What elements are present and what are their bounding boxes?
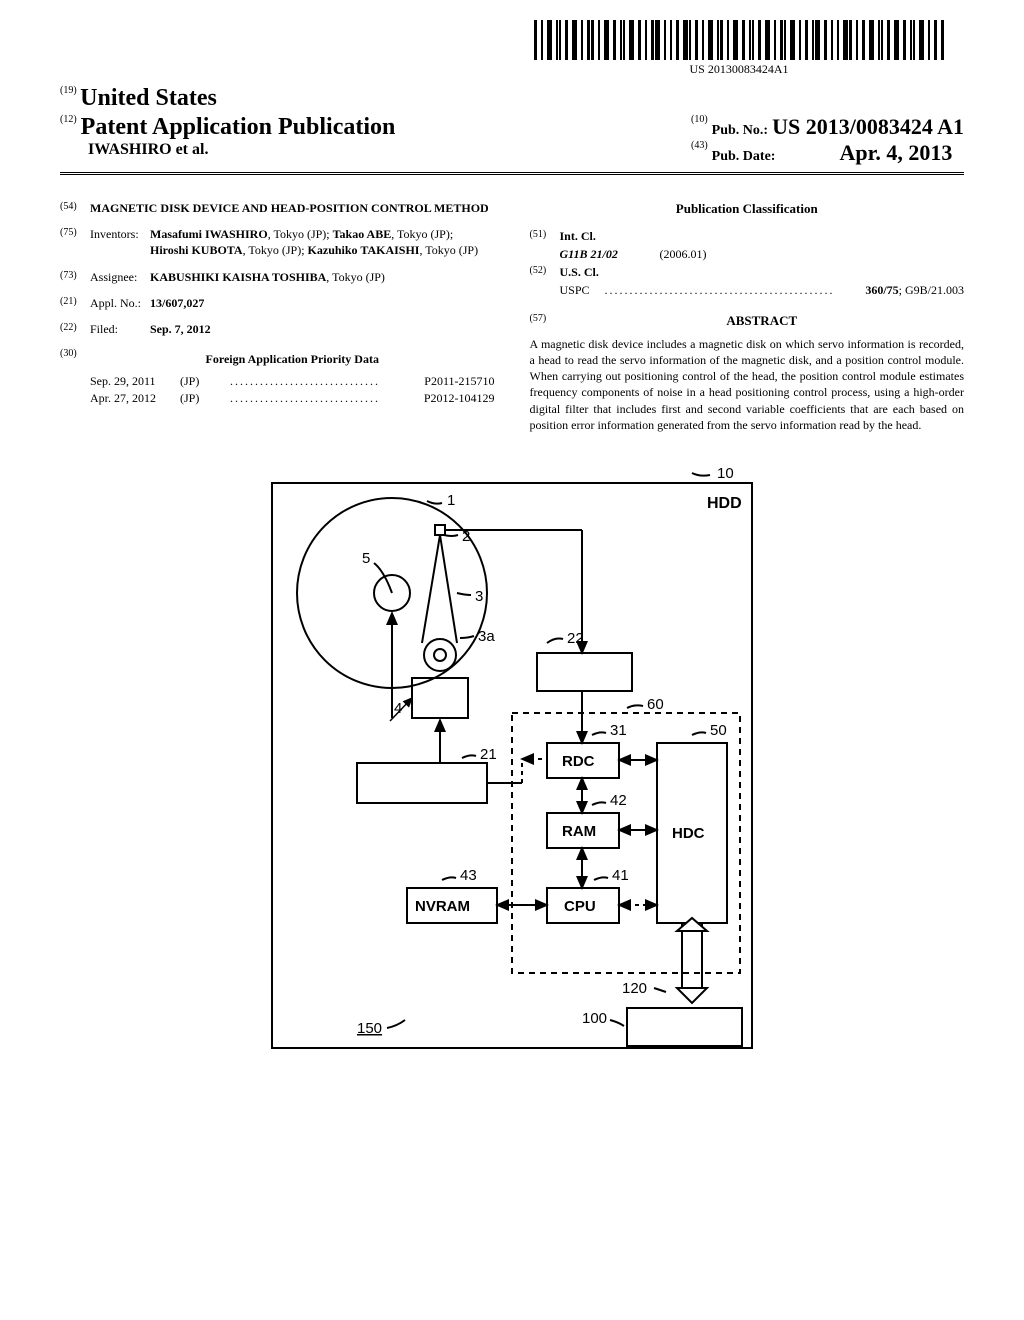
header-right: (10) Pub. No.: US 2013/0083424 A1 (43) P…: [691, 114, 964, 166]
svg-text:50: 50: [710, 722, 727, 739]
appl-number: 13/607,027: [150, 295, 495, 311]
abstract-text: A magnetic disk device includes a magnet…: [530, 336, 965, 433]
svg-text:100: 100: [582, 1010, 607, 1027]
svg-text:42: 42: [610, 792, 627, 809]
svg-text:21: 21: [480, 746, 497, 763]
patent-figure: 10 HDD 5 1 2 3: [262, 463, 762, 1113]
barcode-text: US 20130083424A1: [534, 62, 944, 77]
header: (19) United States (12) Patent Applicati…: [60, 85, 964, 175]
divider: [60, 172, 964, 173]
invention-title: MAGNETIC DISK DEVICE AND HEAD-POSITION C…: [90, 200, 495, 216]
priority-row: Sep. 29, 2011(JP).......................…: [90, 373, 495, 389]
abstract-title: ABSTRACT: [560, 312, 965, 330]
svg-text:1: 1: [447, 492, 455, 509]
pub-date: Apr. 4, 2013: [839, 140, 952, 165]
int-cl-code: G11B 21/02: [560, 246, 660, 262]
priority-title: Foreign Application Priority Data: [90, 351, 495, 367]
divider: [60, 174, 964, 175]
svg-text:41: 41: [612, 867, 629, 884]
inventors: Masafumi IWASHIRO, Tokyo (JP); Takao ABE…: [150, 226, 495, 258]
barcode-icon: [534, 20, 944, 60]
header-country-line: (19) United States: [60, 85, 964, 112]
svg-text:CPU: CPU: [564, 898, 596, 915]
priority-row: Apr. 27, 2012(JP).......................…: [90, 390, 495, 406]
svg-text:RAM: RAM: [562, 823, 596, 840]
svg-text:HDD: HDD: [707, 495, 742, 512]
svg-text:5: 5: [362, 550, 370, 567]
svg-text:31: 31: [610, 722, 627, 739]
header-left: (12) Patent Application Publication IWAS…: [60, 114, 395, 166]
svg-text:60: 60: [647, 696, 664, 713]
svg-text:RDC: RDC: [562, 753, 595, 770]
filed-date: Sep. 7, 2012: [150, 321, 495, 337]
barcode-block: US 20130083424A1: [534, 20, 944, 77]
svg-text:43: 43: [460, 867, 477, 884]
svg-text:3: 3: [475, 588, 483, 605]
right-column: Publication Classification (51) Int. Cl.…: [530, 200, 965, 433]
priority-data: Sep. 29, 2011(JP).......................…: [60, 373, 495, 405]
assignee: KABUSHIKI KAISHA TOSHIBA, Tokyo (JP): [150, 269, 495, 285]
us-cl: USPC ...................................…: [560, 282, 965, 298]
svg-text:120: 120: [622, 980, 647, 997]
diagram-svg: 10 HDD 5 1 2 3: [262, 463, 762, 1113]
svg-text:HDC: HDC: [672, 825, 705, 842]
svg-text:150: 150: [357, 1020, 382, 1037]
pub-number: US 2013/0083424 A1: [772, 114, 964, 139]
svg-text:3a: 3a: [478, 628, 495, 645]
left-column: (54) MAGNETIC DISK DEVICE AND HEAD-POSIT…: [60, 200, 495, 433]
authors-line: IWASHIRO et al.: [88, 141, 395, 159]
svg-text:NVRAM: NVRAM: [415, 898, 470, 915]
svg-text:10: 10: [717, 465, 734, 482]
classification-title: Publication Classification: [530, 200, 965, 218]
